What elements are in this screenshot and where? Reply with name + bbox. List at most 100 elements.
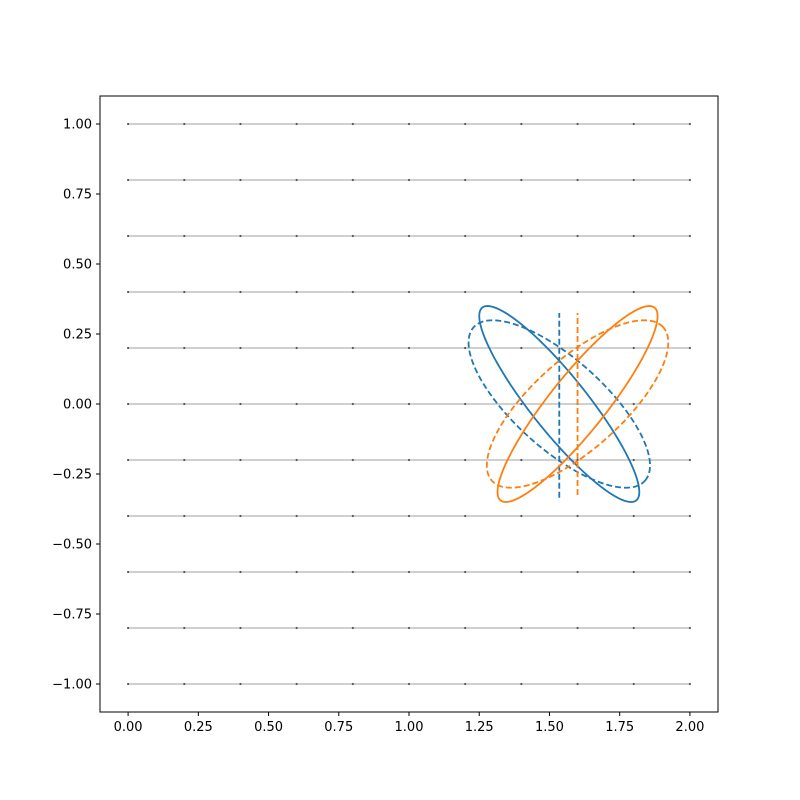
reference-point (520, 458, 523, 462)
reference-point (239, 346, 242, 350)
reference-point (407, 570, 411, 574)
x-tick-label: 2.00 (675, 720, 704, 735)
reference-point (351, 290, 354, 294)
reference-point (351, 570, 354, 574)
reference-point (520, 290, 523, 294)
reference-point (464, 682, 467, 686)
reference-point (239, 682, 242, 686)
reference-point (464, 626, 467, 630)
reference-point (183, 178, 186, 182)
reference-point (126, 682, 130, 686)
reference-point (407, 682, 411, 686)
y-tick-label: 0.25 (63, 328, 92, 343)
x-tick-label: 1.50 (535, 720, 564, 735)
reference-point (126, 178, 130, 182)
reference-point (239, 514, 242, 518)
reference-point (576, 122, 579, 126)
reference-point (464, 178, 467, 182)
reference-point (632, 626, 635, 630)
reference-point (576, 682, 579, 686)
reference-point (407, 402, 411, 406)
y-tick-label: −0.50 (52, 538, 92, 553)
reference-point (520, 514, 523, 518)
reference-point (407, 122, 411, 126)
reference-point (632, 458, 635, 462)
reference-point (295, 458, 298, 462)
reference-point (126, 514, 130, 518)
reference-point (351, 514, 354, 518)
reference-point (688, 346, 692, 350)
reference-point (295, 626, 298, 630)
reference-point (576, 570, 579, 574)
y-tick-label: 0.50 (63, 258, 92, 273)
reference-point (183, 570, 186, 574)
reference-point (126, 122, 130, 126)
reference-point (407, 290, 411, 294)
x-tick-label: 0.75 (324, 720, 353, 735)
reference-point (632, 122, 635, 126)
x-axis: 0.00 0.25 0.50 0.75 1.00 1.25 1.50 1.75 2.00 (114, 712, 704, 735)
reference-point (632, 346, 635, 350)
reference-point (239, 458, 242, 462)
reference-point (183, 458, 186, 462)
reference-point (239, 402, 242, 406)
reference-point (351, 402, 354, 406)
series-3-ellipse (496, 305, 659, 503)
reference-point (126, 626, 130, 630)
reference-point (126, 234, 130, 238)
reference-point (295, 290, 298, 294)
x-tick-label: 0.00 (114, 720, 143, 735)
reference-point (464, 122, 467, 126)
reference-point (632, 514, 635, 518)
reference-point (464, 234, 467, 238)
reference-point (688, 458, 692, 462)
reference-point (688, 570, 692, 574)
series-4-ellipse (485, 319, 670, 489)
x-tick-label: 1.75 (605, 720, 634, 735)
series-layer (467, 305, 670, 503)
reference-point (520, 682, 523, 686)
reference-point (183, 682, 186, 686)
reference-point (576, 234, 579, 238)
reference-point (295, 346, 298, 350)
reference-point (126, 290, 130, 294)
reference-point (632, 290, 635, 294)
reference-point (632, 570, 635, 574)
x-tick-label: 1.00 (395, 720, 424, 735)
reference-point (295, 122, 298, 126)
reference-point (632, 234, 635, 238)
reference-point (126, 346, 130, 350)
reference-point (351, 346, 354, 350)
reference-point (407, 346, 411, 350)
reference-point (407, 178, 411, 182)
reference-point (520, 178, 523, 182)
reference-point (520, 626, 523, 630)
reference-point (688, 122, 692, 126)
reference-point (183, 346, 186, 350)
y-tick-label: 0.00 (63, 398, 92, 413)
reference-point (407, 458, 411, 462)
reference-point (183, 626, 186, 630)
reference-point (632, 682, 635, 686)
reference-point (688, 626, 692, 630)
reference-point (295, 514, 298, 518)
reference-point (688, 402, 692, 406)
reference-point (239, 234, 242, 238)
reference-point (520, 122, 523, 126)
reference-point (183, 234, 186, 238)
reference-point (126, 570, 130, 574)
reference-point (688, 234, 692, 238)
reference-point (464, 402, 467, 406)
reference-point (464, 458, 467, 462)
reference-point (239, 178, 242, 182)
reference-point (464, 346, 467, 350)
reference-point (295, 402, 298, 406)
reference-point (126, 458, 130, 462)
reference-point (351, 234, 354, 238)
reference-point (295, 570, 298, 574)
reference-point (351, 682, 354, 686)
reference-point (239, 626, 242, 630)
reference-point (351, 458, 354, 462)
